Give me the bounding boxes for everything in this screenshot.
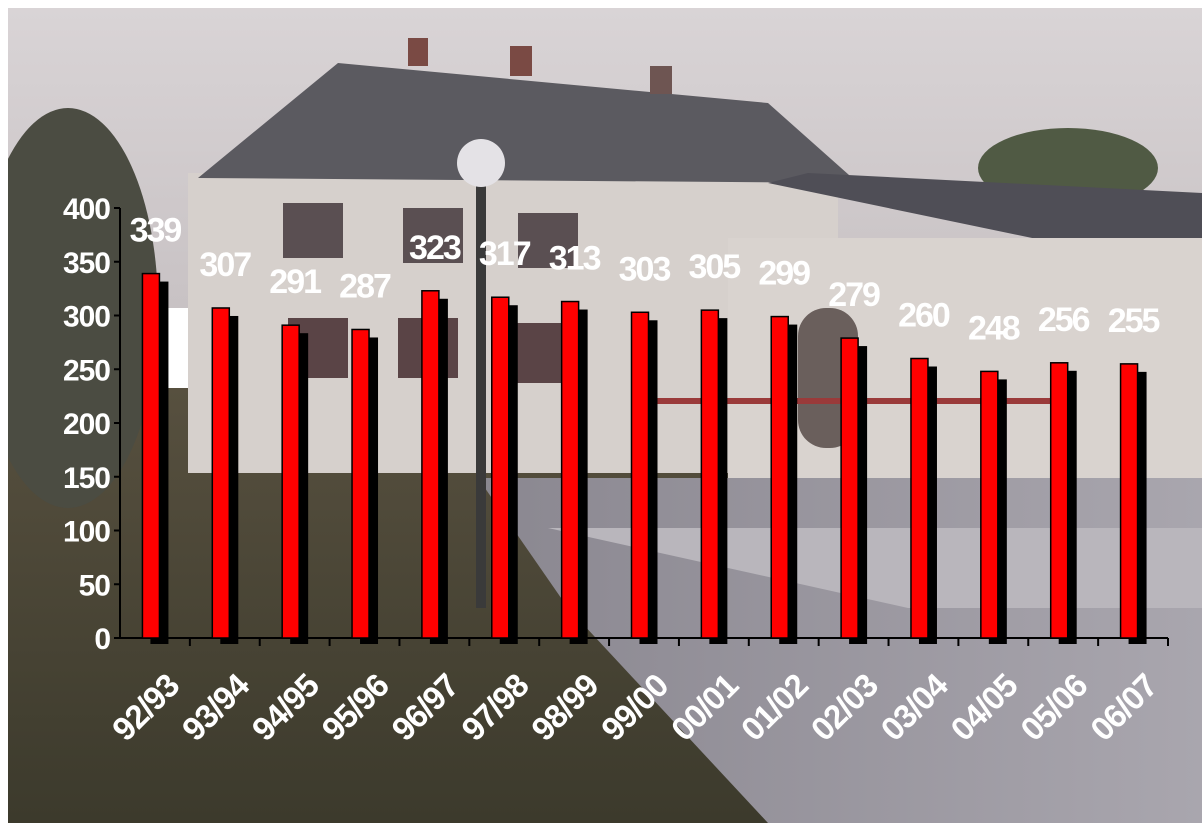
y-tick-label: 400	[63, 193, 110, 226]
value-label: 248	[968, 309, 1020, 347]
bar	[211, 307, 231, 639]
bar	[560, 300, 580, 639]
y-tick-label: 50	[79, 569, 111, 602]
y-tick-label: 150	[63, 462, 110, 495]
value-label: 260	[898, 297, 950, 335]
value-label: 256	[1038, 301, 1090, 339]
value-label: 317	[479, 235, 531, 273]
y-tick-label: 200	[63, 408, 110, 441]
value-label: 299	[758, 255, 810, 293]
bar-chart: 339 307 291 287 323 317 313 303 305 299 279 260 248 2…	[8, 8, 1202, 823]
bar	[491, 296, 510, 639]
value-label: 339	[130, 212, 182, 250]
y-tick-label: 0	[94, 623, 110, 656]
bar	[630, 311, 650, 639]
value-label: 303	[619, 250, 671, 288]
y-tick-label: 100	[63, 516, 110, 549]
bar	[141, 272, 161, 639]
bar	[910, 357, 929, 639]
window	[283, 203, 343, 258]
y-axis-ticks: 0 50 100 150 200 250 300 350 400	[63, 193, 120, 656]
value-label: 279	[828, 276, 880, 314]
bar	[840, 337, 859, 639]
lamp	[457, 139, 505, 187]
y-tick-label: 350	[63, 247, 110, 280]
value-label: 291	[269, 263, 321, 301]
bar	[421, 290, 440, 639]
bar	[351, 328, 370, 639]
chimney-2	[510, 46, 532, 76]
value-label: 313	[549, 240, 601, 278]
bar	[980, 370, 999, 639]
value-label: 287	[339, 267, 391, 305]
y-tick-label: 250	[63, 354, 110, 387]
value-label: 307	[199, 246, 251, 284]
chimney-1	[408, 38, 428, 66]
bars	[141, 272, 1147, 644]
value-labels: 339 307 291 287 323 317 313 303 305 299 279 260 248 2…	[130, 212, 1162, 348]
lamp-post	[476, 178, 486, 608]
chimney-3	[650, 66, 672, 94]
bar	[700, 309, 720, 639]
chart-frame: 339 307 291 287 323 317 313 303 305 299 279 260 248 2…	[8, 8, 1202, 823]
bar	[1119, 363, 1139, 639]
roof	[198, 63, 858, 183]
window	[403, 208, 463, 263]
value-label: 305	[688, 248, 740, 286]
bar	[770, 315, 789, 639]
value-label: 255	[1108, 302, 1160, 340]
bar	[1049, 362, 1069, 639]
bar	[281, 324, 300, 639]
y-tick-label: 300	[63, 301, 110, 334]
window	[518, 213, 578, 268]
roof-right	[768, 173, 1202, 258]
value-label: 323	[409, 229, 461, 267]
background-photo	[8, 8, 1202, 823]
